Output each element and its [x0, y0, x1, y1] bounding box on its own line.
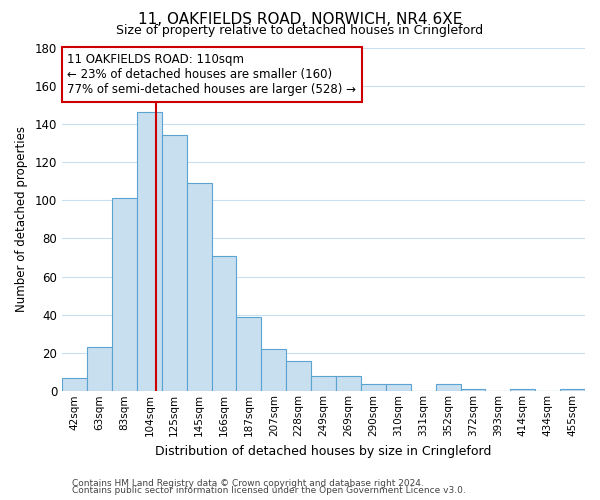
Bar: [212, 256, 236, 392]
Text: Size of property relative to detached houses in Cringleford: Size of property relative to detached ho…: [116, 24, 484, 37]
Bar: [436, 384, 461, 392]
Bar: [386, 384, 411, 392]
Text: 11 OAKFIELDS ROAD: 110sqm
← 23% of detached houses are smaller (160)
77% of semi: 11 OAKFIELDS ROAD: 110sqm ← 23% of detac…: [67, 52, 356, 96]
X-axis label: Distribution of detached houses by size in Cringleford: Distribution of detached houses by size …: [155, 444, 492, 458]
Text: 11, OAKFIELDS ROAD, NORWICH, NR4 6XE: 11, OAKFIELDS ROAD, NORWICH, NR4 6XE: [138, 12, 462, 28]
Bar: [560, 390, 585, 392]
Bar: [162, 136, 187, 392]
Bar: [311, 376, 336, 392]
Bar: [262, 349, 286, 392]
Bar: [336, 376, 361, 392]
Bar: [62, 378, 87, 392]
Bar: [461, 390, 485, 392]
Text: Contains public sector information licensed under the Open Government Licence v3: Contains public sector information licen…: [72, 486, 466, 495]
Text: Contains HM Land Registry data © Crown copyright and database right 2024.: Contains HM Land Registry data © Crown c…: [72, 478, 424, 488]
Bar: [511, 390, 535, 392]
Bar: [286, 360, 311, 392]
Bar: [236, 317, 262, 392]
Bar: [112, 198, 137, 392]
Bar: [137, 112, 162, 392]
Bar: [87, 348, 112, 392]
Y-axis label: Number of detached properties: Number of detached properties: [15, 126, 28, 312]
Bar: [361, 384, 386, 392]
Bar: [187, 183, 212, 392]
